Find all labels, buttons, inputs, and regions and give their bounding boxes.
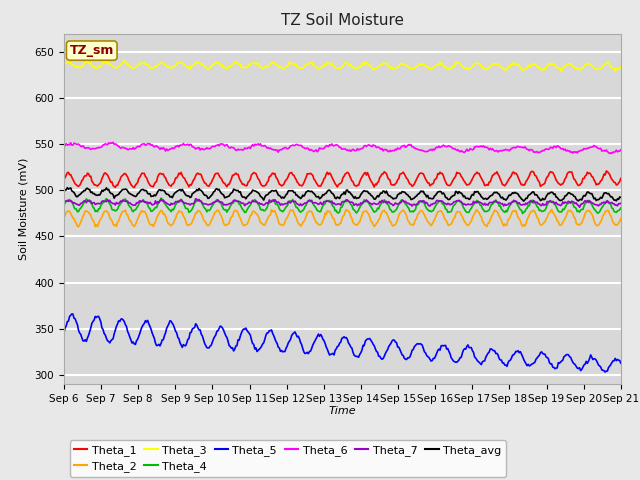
Theta_1 (518, 182, 525, 188)
Text: TZ_sm: TZ_sm (70, 44, 114, 57)
Theta_1 (329, 176, 337, 182)
Theta_1 (131, 185, 138, 191)
Theta_2 (548, 206, 556, 212)
Line: Theta_7: Theta_7 (64, 199, 621, 207)
Theta_3 (393, 64, 401, 70)
Theta_7 (329, 201, 337, 206)
Legend: Theta_1, Theta_2, Theta_3, Theta_4, Theta_5, Theta_6, Theta_7, Theta_avg: Theta_1, Theta_2, Theta_3, Theta_4, Thet… (70, 440, 506, 477)
Theta_6 (326, 142, 333, 147)
Theta_1 (60, 176, 68, 182)
Theta_avg (520, 198, 527, 204)
Theta_1 (606, 171, 614, 177)
X-axis label: Time: Time (328, 407, 356, 417)
Theta_6 (329, 143, 337, 148)
Theta_3 (518, 66, 525, 72)
Theta_avg (617, 194, 625, 200)
Title: TZ Soil Moisture: TZ Soil Moisture (281, 13, 404, 28)
Theta_5 (393, 340, 401, 346)
Theta_1 (602, 168, 610, 174)
Theta_1 (326, 170, 333, 176)
Line: Theta_2: Theta_2 (64, 209, 621, 227)
Theta_2 (362, 208, 370, 214)
Theta_2 (606, 211, 614, 217)
Theta_7 (617, 200, 625, 206)
Theta_7 (60, 198, 68, 204)
Theta_avg (60, 189, 68, 195)
Theta_6 (518, 144, 525, 150)
Line: Theta_4: Theta_4 (64, 198, 621, 214)
Theta_5 (326, 352, 333, 358)
Theta_7 (192, 196, 200, 202)
Theta_3 (558, 69, 566, 74)
Theta_6 (606, 151, 614, 156)
Theta_5 (617, 360, 625, 366)
Theta_4 (518, 207, 525, 213)
Theta_7 (518, 202, 525, 208)
Theta_avg (326, 187, 333, 193)
Theta_6 (617, 147, 625, 153)
Theta_4 (617, 205, 625, 211)
Theta_7 (326, 199, 333, 204)
Theta_2 (75, 224, 83, 229)
Theta_3 (326, 61, 333, 67)
Theta_7 (575, 204, 583, 210)
Theta_6 (362, 144, 370, 149)
Theta_4 (393, 206, 401, 212)
Theta_3 (617, 64, 625, 70)
Theta_avg (606, 192, 614, 198)
Y-axis label: Soil Moisture (mV): Soil Moisture (mV) (19, 157, 29, 260)
Theta_1 (393, 180, 401, 186)
Theta_4 (606, 201, 614, 206)
Theta_7 (393, 201, 401, 207)
Theta_3 (329, 63, 337, 69)
Theta_7 (606, 200, 614, 205)
Theta_avg (362, 189, 370, 194)
Theta_4 (362, 199, 370, 204)
Theta_5 (362, 337, 370, 343)
Theta_avg (63, 185, 71, 191)
Theta_5 (68, 311, 76, 317)
Theta_4 (326, 198, 333, 204)
Line: Theta_6: Theta_6 (64, 143, 621, 154)
Theta_4 (329, 204, 337, 209)
Theta_7 (362, 197, 370, 203)
Theta_2 (60, 215, 68, 221)
Theta_1 (617, 176, 625, 181)
Theta_3 (606, 62, 614, 68)
Theta_avg (329, 191, 337, 196)
Theta_2 (326, 208, 333, 214)
Theta_4 (60, 202, 68, 208)
Theta_2 (617, 216, 625, 221)
Theta_5 (602, 369, 609, 375)
Theta_2 (329, 216, 337, 221)
Theta_5 (518, 351, 525, 357)
Line: Theta_5: Theta_5 (64, 314, 621, 372)
Theta_6 (393, 147, 401, 153)
Theta_avg (518, 196, 525, 202)
Theta_6 (60, 144, 68, 150)
Theta_4 (157, 195, 165, 201)
Theta_1 (362, 172, 370, 178)
Theta_4 (519, 211, 527, 216)
Theta_3 (362, 60, 370, 65)
Theta_5 (60, 330, 68, 336)
Theta_2 (518, 222, 525, 228)
Line: Theta_1: Theta_1 (64, 171, 621, 188)
Theta_2 (393, 219, 401, 225)
Theta_avg (393, 195, 401, 201)
Theta_6 (109, 140, 117, 145)
Theta_5 (606, 363, 614, 369)
Theta_5 (329, 350, 337, 356)
Line: Theta_3: Theta_3 (64, 60, 621, 72)
Theta_3 (60, 61, 68, 67)
Theta_6 (605, 150, 612, 156)
Theta_3 (120, 57, 128, 63)
Line: Theta_avg: Theta_avg (64, 188, 621, 201)
